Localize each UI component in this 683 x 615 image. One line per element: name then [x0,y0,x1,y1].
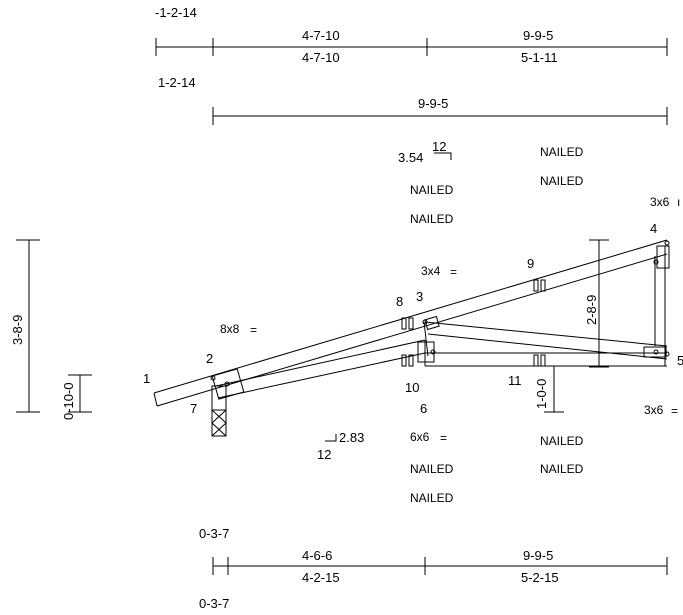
plate-equal-symbol: = [440,431,447,445]
bottom-bearing-top-label: 0-3-7 [199,526,229,541]
joint-label: 11 [508,373,522,388]
nailed-note: NAILED [540,462,584,476]
left-bearing-block [211,385,227,437]
left-overall-height-label: 3-8-9 [10,315,25,345]
bottom-bearing-bottom-label: 0-3-7 [199,596,229,611]
joint-label: 5 [677,353,683,368]
bottom-seg1-bottom-label: 4-2-15 [302,570,340,585]
bottom-seg2-bottom-label: 5-2-15 [521,570,559,585]
joint-label: 8 [396,294,403,309]
top-pitch-rise: 3.54 [398,150,423,165]
plate-label: 3x6 [650,195,670,209]
bottom-seg2-top-label: 9-9-5 [523,548,553,563]
bottom-pitch-rise: 2.83 [339,430,364,445]
top-pitch-run: 12 [432,139,446,154]
bottom-pitch-run: 12 [317,447,331,462]
nailed-note: NAILED [410,491,454,505]
plate-label: 8x8 [220,322,240,336]
overhang-below-label: 1-2-14 [158,75,196,90]
top-seg1-bottom-label: 4-7-10 [302,50,340,65]
plate-label: 3x6 [644,403,664,417]
joint-label: 6 [420,401,427,416]
nailed-note: NAILED [410,462,454,476]
bottom-vertical-label: 1-0-0 [534,379,549,409]
plate-label: 3x4 [421,264,441,278]
joint-label: 7 [190,401,197,416]
plate-label: 6x6 [410,430,430,444]
plate-equal-symbol: = [250,323,257,337]
span-total-label: 9-9-5 [418,96,448,111]
joint-dots [210,240,670,387]
top-seg2-top-label: 9-9-5 [523,28,553,43]
joint-label: 10 [405,380,419,395]
left-heel-height-label: 0-10-0 [61,382,76,420]
plate-equal-symbol: = [450,265,457,279]
bottom-dimension-lines [212,557,668,575]
nailed-note: NAILED [540,434,584,448]
web-members [423,246,668,366]
overhang-left-label: -1-2-14 [155,5,197,20]
joint-label: 9 [527,256,534,271]
nail-symbols [401,279,546,367]
top-dimension-lines [155,38,668,125]
top-seg1-top-label: 4-7-10 [302,28,340,43]
middle-vertical-label: 2-8-9 [584,295,599,325]
connector-plates [211,245,670,400]
nailed-note: NAILED [410,212,454,226]
top-seg2-bottom-label: 5-1-11 [521,50,558,65]
joint-label: 2 [206,351,213,366]
joint-label: 3 [416,289,423,304]
nailed-note: NAILED [540,145,584,159]
bottom-vertical-dimension [544,365,564,413]
bottom-seg1-top-label: 4-6-6 [302,548,332,563]
joint-label: 4 [650,221,657,236]
top-pitch-symbol [434,152,452,160]
nailed-note: NAILED [410,183,454,197]
joint-label: 1 [143,371,150,386]
left-height-dimension [16,239,92,413]
middle-vertical-dimension [589,239,609,368]
nailed-note: NAILED [540,174,584,188]
bottom-pitch-symbol [325,434,337,442]
plate-equal-symbol: = [671,404,678,418]
plate-bar-symbol: ı [677,195,680,209]
